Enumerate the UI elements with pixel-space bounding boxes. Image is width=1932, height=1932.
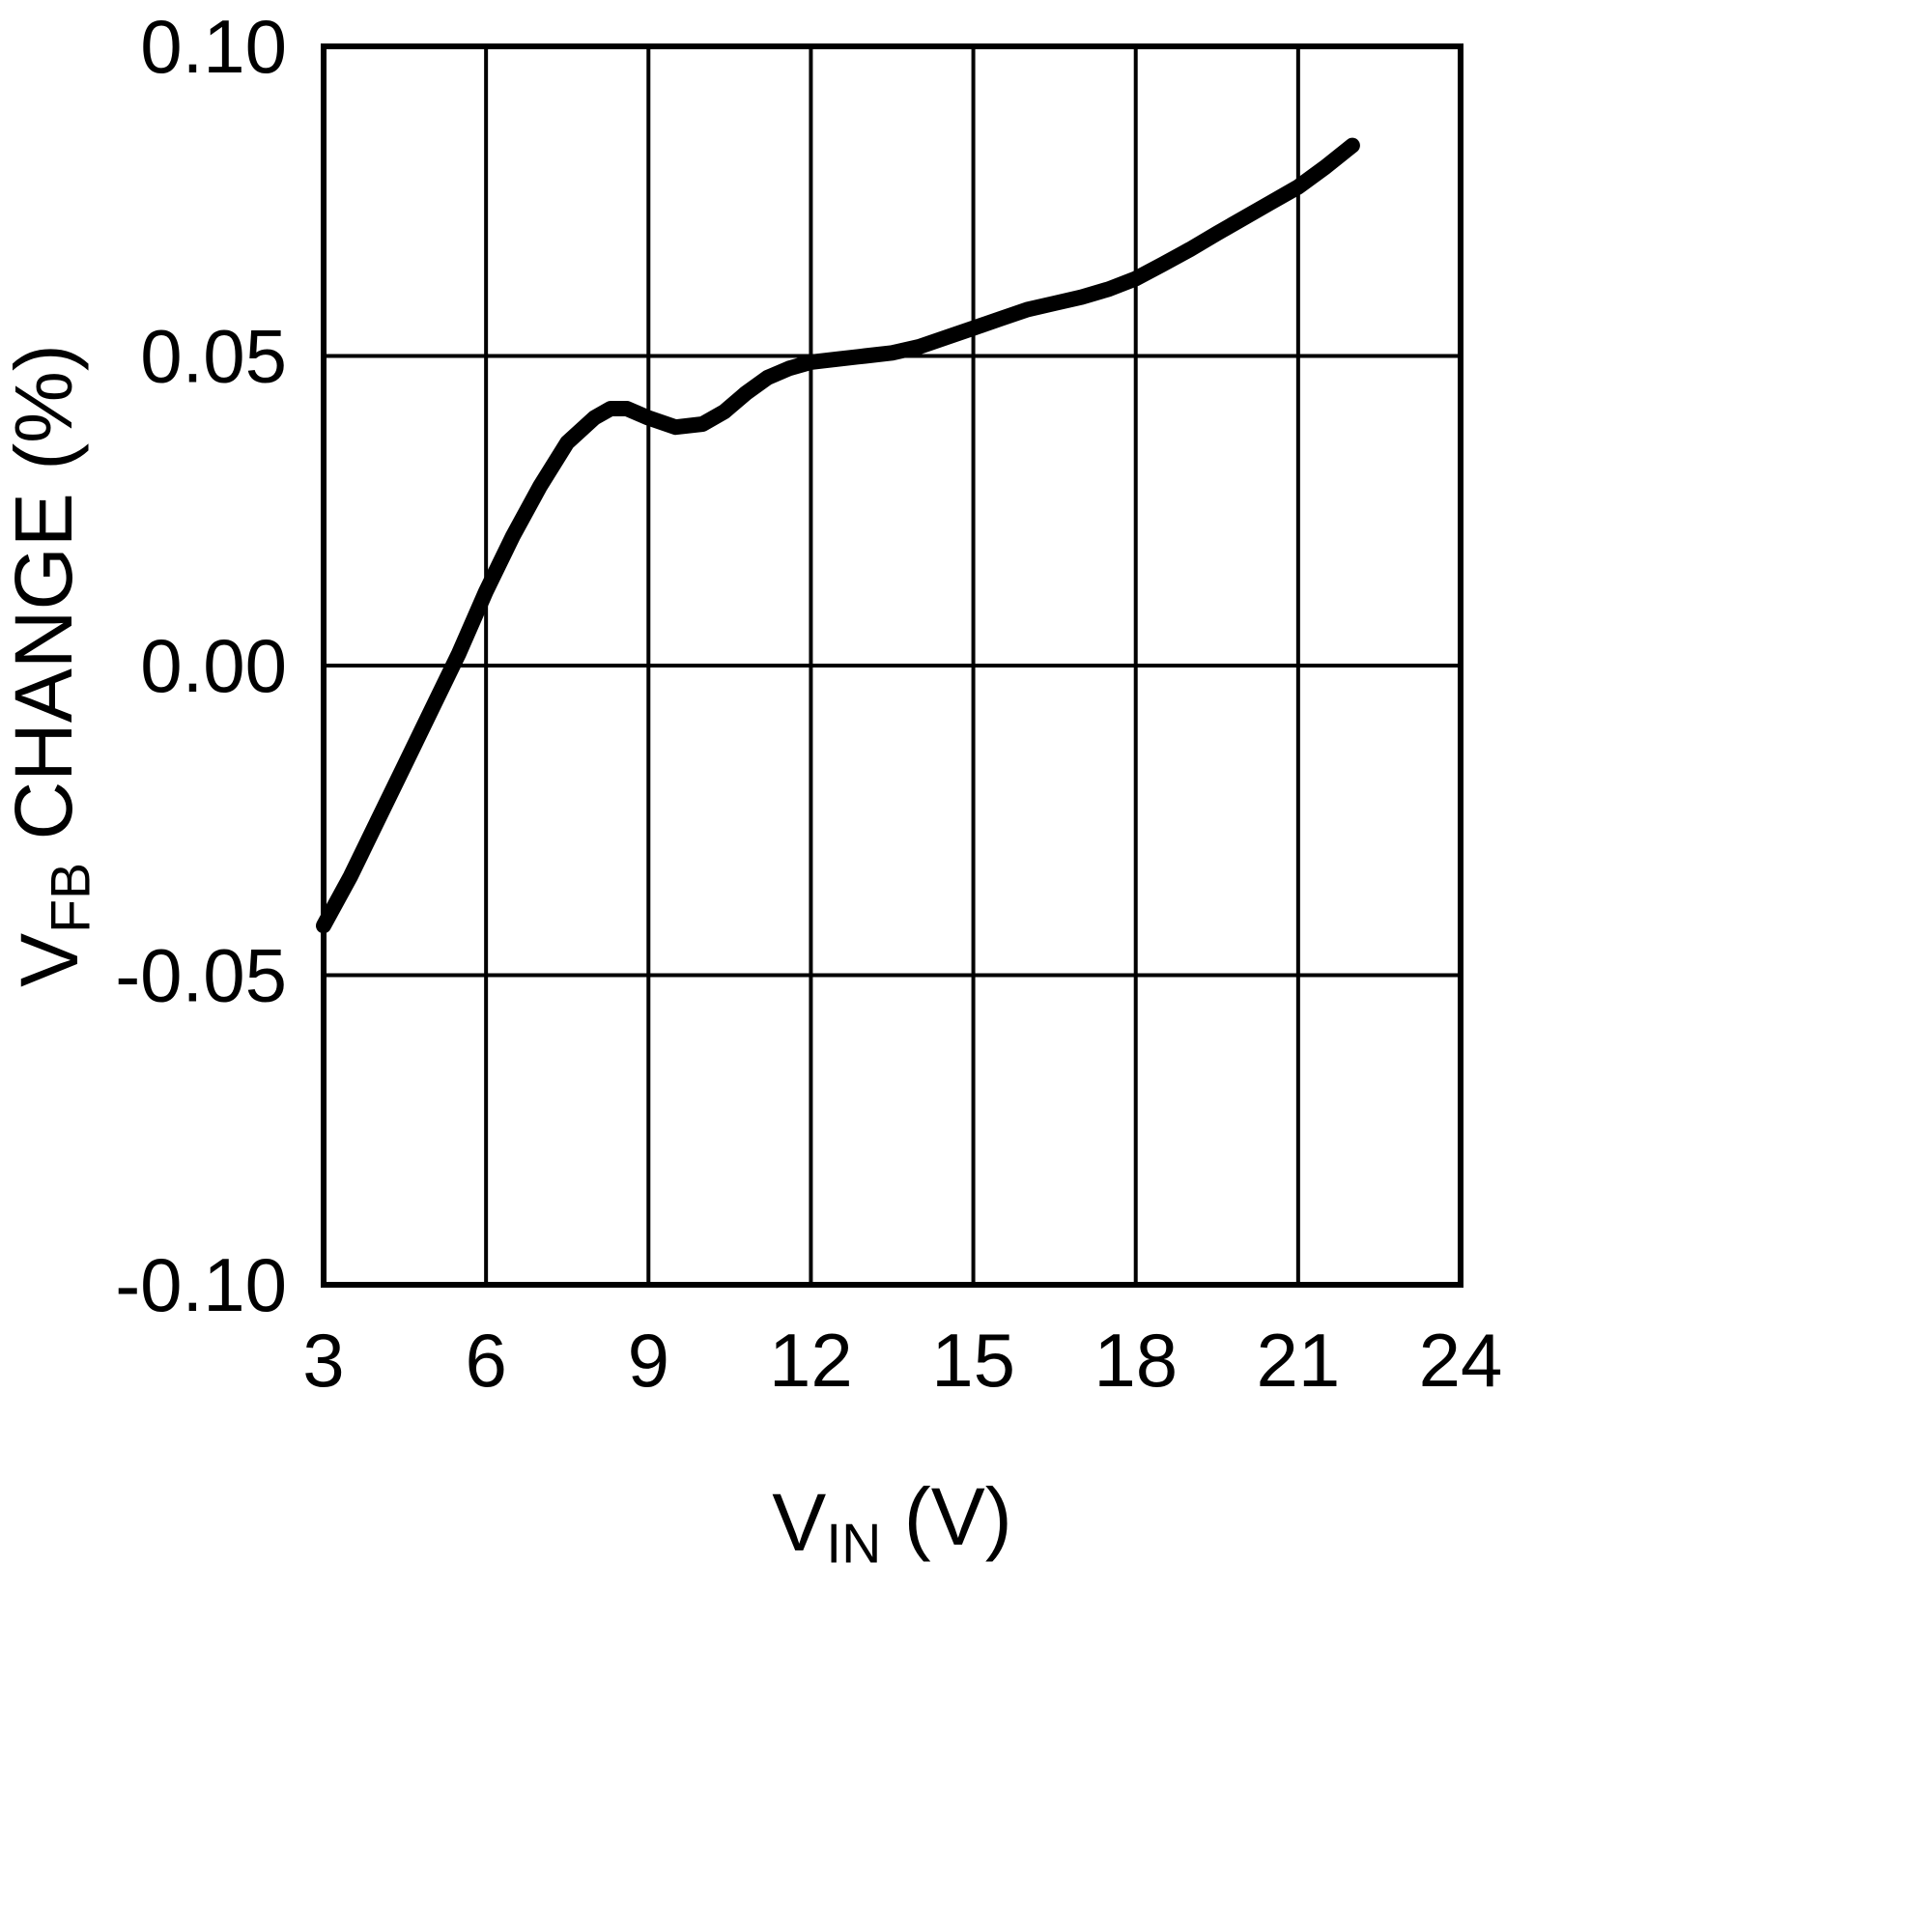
data-line: [316, 137, 1360, 934]
x-tick-label: 6: [465, 1318, 506, 1403]
y-tick-label: -0.10: [115, 1242, 287, 1327]
y-axis-title-subscript: FB: [41, 863, 102, 933]
x-tick-label: 18: [1094, 1318, 1178, 1403]
plot-frame: [321, 43, 1463, 1288]
y-tick-label: 0.00: [140, 623, 287, 708]
y-axis-title: VFB CHANGE (%): [0, 344, 102, 987]
x-tick-label: 15: [931, 1318, 1015, 1403]
x-axis-title-subscript: IN: [826, 1514, 881, 1576]
x-tick-label: 9: [628, 1318, 669, 1403]
x-axis-title: VIN (V): [772, 1471, 1011, 1575]
y-tick-label: 0.10: [140, 4, 287, 89]
x-axis-title-rest: (V): [881, 1471, 1011, 1562]
x-axis-title-main: V: [772, 1477, 826, 1568]
x-tick-label: 24: [1419, 1318, 1503, 1403]
x-tick-label: 3: [302, 1318, 344, 1403]
y-axis-title-main: V: [4, 933, 95, 987]
y-tick-label: 0.05: [140, 314, 287, 399]
y-axis-tick-labels: -0.10 -0.05 0.00 0.05 0.10: [115, 4, 287, 1327]
x-axis-tick-labels: 3 6 9 12 15 18 21 24: [302, 1318, 1502, 1403]
y-axis-title-rest: CHANGE (%): [0, 344, 89, 863]
x-tick-label: 12: [769, 1318, 853, 1403]
y-tick-label: -0.05: [115, 933, 287, 1018]
x-tick-label: 21: [1256, 1318, 1340, 1403]
gridlines: [322, 44, 1463, 1287]
